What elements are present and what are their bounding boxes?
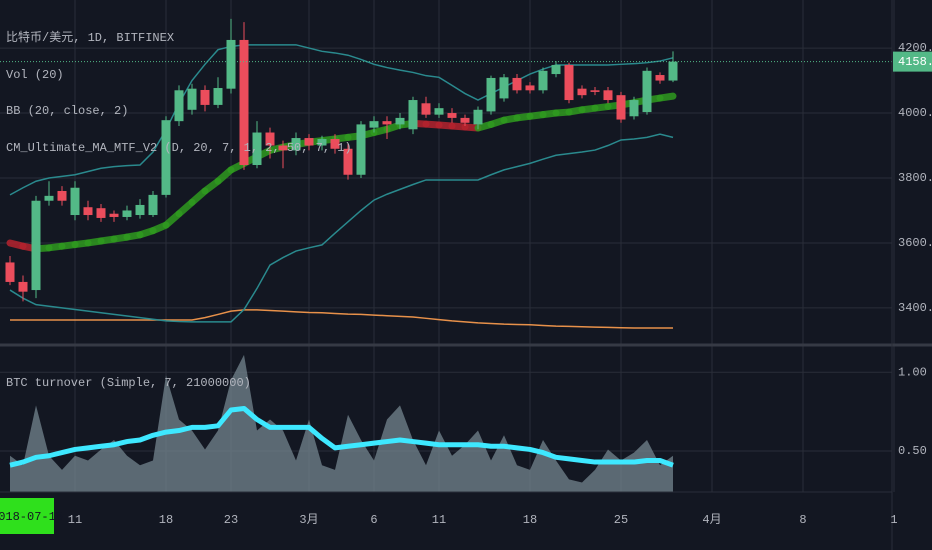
y-tick-label: 3600.0 — [898, 236, 932, 250]
candle-body — [408, 100, 418, 130]
line — [9, 405, 674, 468]
candle-body — [395, 117, 405, 125]
last-price-label: 4158.3 — [898, 55, 932, 69]
candle-body — [109, 213, 119, 217]
candle-body — [343, 148, 353, 175]
candle-body — [642, 70, 652, 113]
x-tick-label: 25 — [614, 513, 628, 527]
candle-body — [447, 113, 457, 118]
candle-body — [434, 108, 444, 115]
cursor-date-box — [0, 498, 54, 534]
candle-body — [122, 210, 132, 217]
candle-body — [226, 39, 236, 89]
candle-body — [31, 200, 41, 291]
candle-body — [239, 39, 249, 166]
last-price-box — [893, 51, 932, 72]
y-tick-label: 3400.0 — [898, 301, 932, 315]
candle-body — [278, 145, 288, 151]
candle-body — [551, 64, 561, 75]
candle-body — [499, 77, 509, 99]
candle-body — [473, 109, 483, 125]
y-tick-label: 3800.0 — [898, 171, 932, 185]
line — [9, 133, 674, 323]
candle-body — [174, 90, 184, 122]
plot — [0, 18, 892, 492]
candle-body — [356, 124, 366, 175]
candle-body — [629, 100, 639, 117]
candle-body — [512, 77, 522, 91]
candle-body — [96, 208, 106, 218]
candle-body — [135, 204, 145, 216]
x-tick-label: 23 — [224, 513, 238, 527]
candle-body — [18, 281, 28, 292]
candle-body — [213, 88, 223, 105]
candle-body — [668, 61, 678, 81]
line — [9, 44, 674, 196]
candle-body — [187, 88, 197, 110]
lower-title: BTC turnover (Simple, 7, 21000000) — [6, 376, 251, 390]
cursor-date: 2018-07-15 — [0, 510, 63, 524]
area — [10, 354, 673, 492]
candle-body — [616, 95, 626, 120]
candle-body — [161, 120, 171, 195]
x-tick-label: 1 — [890, 513, 897, 527]
y-tick-label: 1.00 — [898, 365, 927, 379]
y-tick-label: 4000.0 — [898, 106, 932, 120]
candle-body — [421, 103, 431, 115]
candle-body — [564, 64, 574, 101]
x-tick-label: 18 — [523, 513, 537, 527]
candle-body — [330, 139, 340, 149]
candle-body — [486, 77, 496, 112]
legend-item: CM_Ultimate_MA_MTF_V2 (D, 20, 7, 1, 2, 5… — [6, 141, 352, 155]
candle-body — [83, 207, 93, 216]
trend-segment — [656, 92, 677, 102]
candle-body — [291, 138, 301, 151]
candle-body — [382, 121, 392, 125]
x-tick-label: 11 — [68, 513, 82, 527]
candle-body — [317, 139, 327, 146]
candle-body — [252, 132, 262, 166]
candle-body — [577, 88, 587, 96]
candle-body — [5, 262, 15, 282]
legend-item: BB (20, close, 2) — [6, 104, 128, 118]
y-tick-label: 0.50 — [898, 444, 927, 458]
candle-body — [460, 117, 470, 123]
x-tick-label: 8 — [799, 513, 806, 527]
labels: 11 18 23 3月 6 11 18 25 4月 8 1 3400.0 3600.0 3800.0 400… — [68, 41, 932, 527]
candle-body — [44, 195, 54, 201]
candle-body — [538, 70, 548, 91]
candle-body — [590, 90, 600, 92]
x-tick-label: 18 — [159, 513, 173, 527]
candle-body — [265, 132, 275, 146]
candle-body — [304, 138, 314, 146]
candle-body — [655, 75, 665, 81]
candle-body — [70, 187, 80, 216]
x-tick-label: 4月 — [702, 513, 721, 527]
candle-body — [57, 190, 67, 201]
candle-body — [525, 85, 535, 91]
candle-body — [369, 121, 379, 128]
line — [10, 309, 673, 329]
chart-title: 比特币/美元, 1D, BITFINEX — [6, 29, 174, 45]
x-tick-label: 3月 — [299, 513, 318, 527]
candle-body — [200, 89, 210, 105]
x-tick-label: 11 — [432, 513, 446, 527]
legend-item: Vol (20) — [6, 68, 64, 82]
x-tick-label: 6 — [370, 513, 377, 527]
candle-body — [148, 194, 158, 216]
candle-body — [603, 90, 613, 101]
